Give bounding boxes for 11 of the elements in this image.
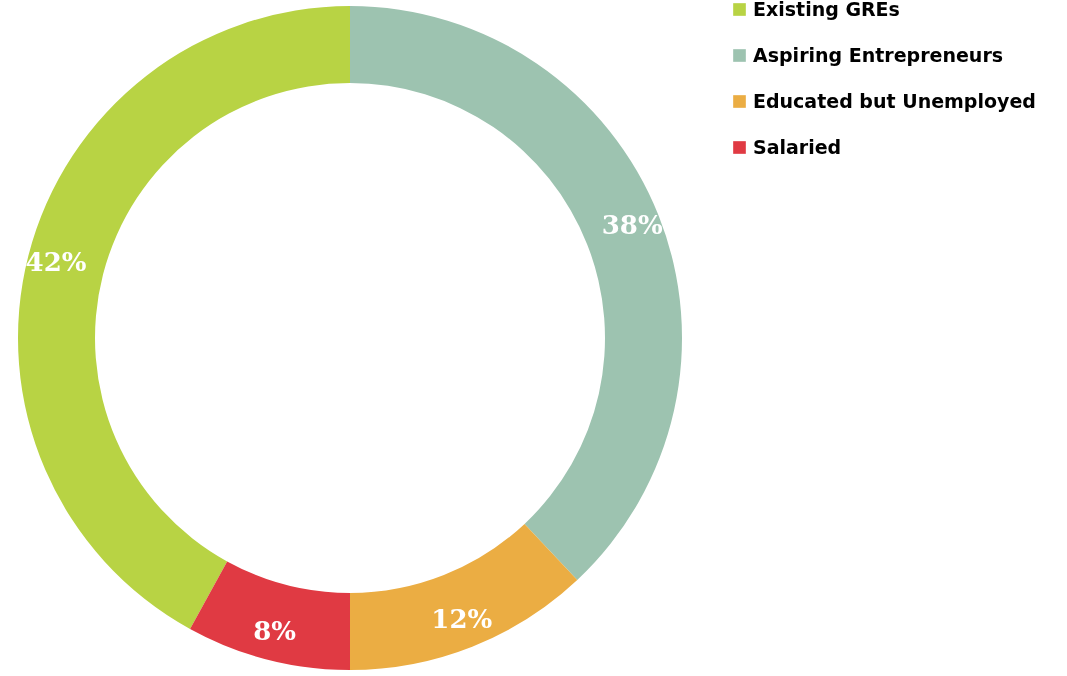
data-label: 12% <box>431 604 493 635</box>
legend-label: Educated but Unemployed <box>753 89 1036 112</box>
legend-label: Salaried <box>753 135 842 158</box>
data-label: 42% <box>25 246 87 277</box>
donut-slice <box>190 561 350 670</box>
donut-slice <box>350 6 682 581</box>
donut-slice <box>350 523 578 670</box>
data-label: 8% <box>253 615 297 646</box>
data-label: 38% <box>601 210 663 241</box>
legend-label: Aspiring Entrepreneurs <box>753 43 1004 66</box>
legend-label: Existing GREs <box>753 0 900 20</box>
